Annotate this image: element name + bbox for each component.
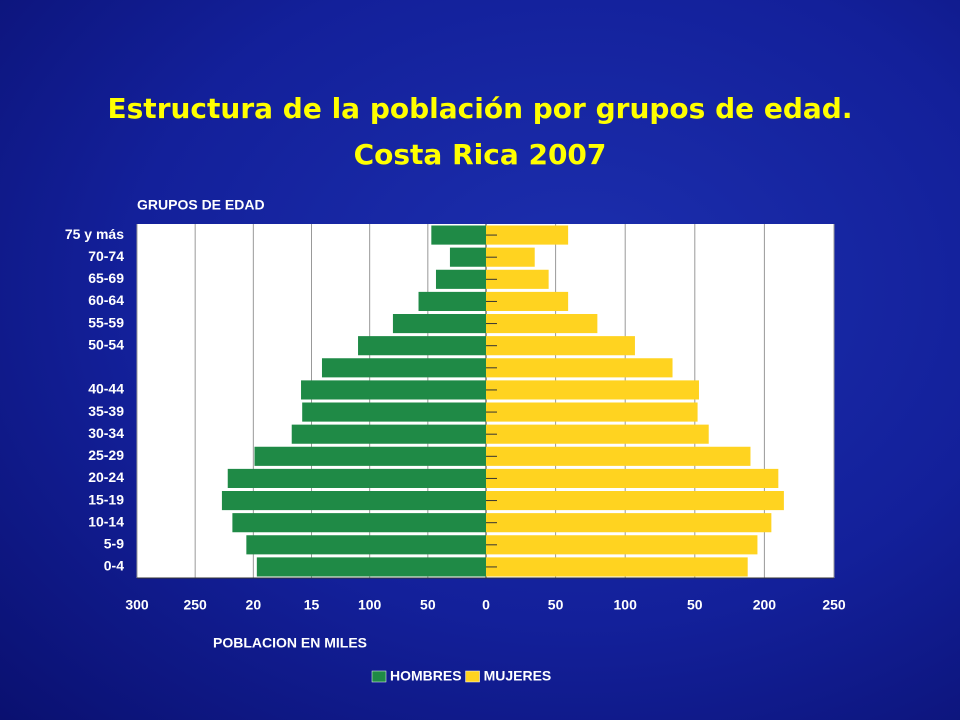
y-tick-label: 70-74 (88, 248, 124, 264)
bar (435, 269, 486, 289)
chart-title: Costa Rica 2007 (354, 138, 607, 171)
bar (486, 557, 748, 577)
bar (486, 491, 784, 511)
bar (486, 247, 535, 267)
y-tick-label: 75 y más (65, 226, 124, 242)
bar (256, 557, 486, 577)
legend-swatch (371, 670, 387, 683)
bar (449, 247, 486, 267)
bar (418, 291, 486, 311)
bar (291, 424, 486, 444)
y-tick-label: 50-54 (88, 336, 124, 352)
bar (486, 225, 569, 245)
x-tick-label: 0 (482, 597, 490, 613)
bar (486, 468, 779, 488)
x-tick-label: 250 (822, 597, 846, 613)
legend-label: MUJERES (484, 668, 552, 684)
bar (246, 535, 486, 555)
bar (431, 225, 486, 245)
y-axis-label: GRUPOS DE EDAD (137, 197, 265, 213)
y-tick-label: 10-14 (88, 513, 124, 529)
x-tick-label: 20 (246, 597, 262, 613)
x-tick-label: 100 (614, 597, 638, 613)
bar (232, 513, 486, 533)
x-tick-label: 250 (183, 597, 207, 613)
chart-title: Estructura de la población por grupos de… (108, 92, 853, 125)
y-tick-label: 0-4 (104, 558, 124, 574)
bar (227, 468, 487, 488)
x-tick-label: 50 (420, 597, 436, 613)
bar (254, 446, 486, 466)
bar (486, 402, 698, 422)
x-tick-label: 50 (687, 597, 703, 613)
bar (486, 513, 772, 533)
bar (302, 402, 486, 422)
x-axis-label: POBLACION EN MILES (213, 635, 367, 651)
bar (321, 358, 486, 378)
x-tick-label: 100 (358, 597, 382, 613)
y-tick-label: 40-44 (88, 381, 124, 397)
y-tick-label: 25-29 (88, 447, 124, 463)
y-tick-label: 20-24 (88, 469, 124, 485)
bar (221, 491, 486, 511)
x-tick-label: 50 (548, 597, 564, 613)
x-tick-label: 300 (125, 597, 149, 613)
legend-swatch (465, 670, 480, 683)
y-tick-label: 5-9 (104, 536, 124, 552)
bar (486, 358, 673, 378)
y-tick-label: 30-34 (88, 425, 124, 441)
bar (392, 314, 486, 334)
y-tick-label: 55-59 (88, 314, 124, 330)
bar (486, 380, 699, 400)
x-tick-label: 15 (304, 597, 320, 613)
y-tick-label: 65-69 (88, 270, 124, 286)
bar (358, 336, 486, 356)
bar (486, 535, 758, 555)
y-tick-label: 15-19 (88, 491, 124, 507)
bar (486, 424, 709, 444)
bar (301, 380, 486, 400)
y-tick-label: 35-39 (88, 403, 124, 419)
y-tick-label: 60-64 (88, 292, 124, 308)
bar (486, 446, 751, 466)
bar (486, 269, 549, 289)
bar (486, 336, 635, 356)
bar (486, 291, 569, 311)
x-tick-label: 200 (753, 597, 777, 613)
legend-label: HOMBRES (390, 668, 462, 684)
bar (486, 314, 598, 334)
